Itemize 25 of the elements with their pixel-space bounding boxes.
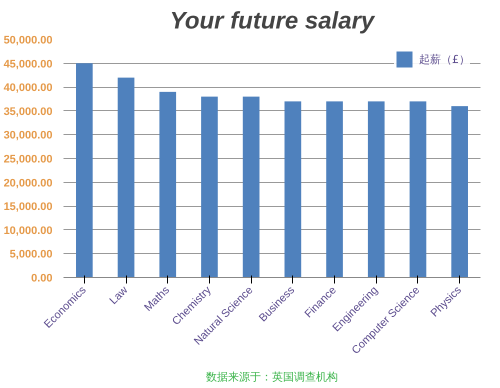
bar bbox=[118, 78, 134, 278]
bar bbox=[159, 92, 176, 278]
legend-label: 起薪（£） bbox=[419, 52, 470, 66]
y-tick-label: 0.00 bbox=[31, 272, 53, 284]
bar bbox=[368, 101, 385, 278]
bar bbox=[410, 101, 426, 278]
bar bbox=[76, 63, 93, 278]
y-tick-label: 50,000.00 bbox=[4, 34, 52, 46]
y-tick-label: 5,000.00 bbox=[10, 248, 53, 261]
x-tick-label: Law bbox=[108, 284, 130, 308]
chart-title: Your future salary bbox=[170, 8, 376, 34]
text: 数据来源于：英国调查机构 bbox=[206, 370, 338, 384]
y-tick-label: 40,000.00 bbox=[4, 82, 52, 94]
bar bbox=[451, 106, 468, 278]
y-tick-label: 30,000.00 bbox=[4, 130, 52, 142]
bar bbox=[284, 101, 302, 278]
y-tick-label: 45,000.00 bbox=[4, 58, 52, 70]
y-tick-label: 35,000.00 bbox=[4, 106, 52, 118]
bar bbox=[201, 96, 218, 278]
bar bbox=[326, 101, 343, 278]
bar bbox=[242, 96, 260, 278]
y-tick-label: 25,000.00 bbox=[4, 154, 52, 166]
y-tick-label: 15,000.00 bbox=[4, 201, 52, 214]
y-tick-label: 10,000.00 bbox=[4, 224, 52, 237]
y-tick-label: 20,000.00 bbox=[4, 177, 52, 190]
